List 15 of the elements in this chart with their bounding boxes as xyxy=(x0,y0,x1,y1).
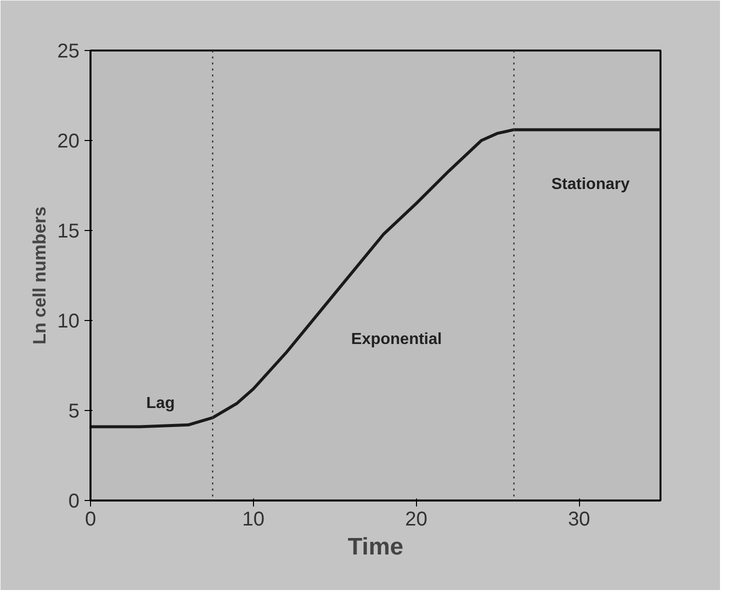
annotation: Stationary xyxy=(551,176,630,193)
x-tick-label: 20 xyxy=(405,508,428,530)
y-tick-label: 10 xyxy=(57,310,80,332)
x-tick-label: 10 xyxy=(242,508,264,530)
annotation: Lag xyxy=(146,395,175,412)
y-tick-label: 20 xyxy=(57,130,80,152)
x-tick-label: 30 xyxy=(568,508,590,530)
y-tick-label: 25 xyxy=(57,40,80,62)
y-tick-label: 0 xyxy=(68,490,80,512)
x-axis-title: Time xyxy=(348,534,404,560)
y-tick-label: 5 xyxy=(68,400,80,422)
x-tick-label: 0 xyxy=(84,508,96,530)
annotation: Exponential xyxy=(351,331,442,348)
y-axis-title: Ln cell numbers xyxy=(29,206,50,345)
y-tick-label: 15 xyxy=(57,220,80,242)
